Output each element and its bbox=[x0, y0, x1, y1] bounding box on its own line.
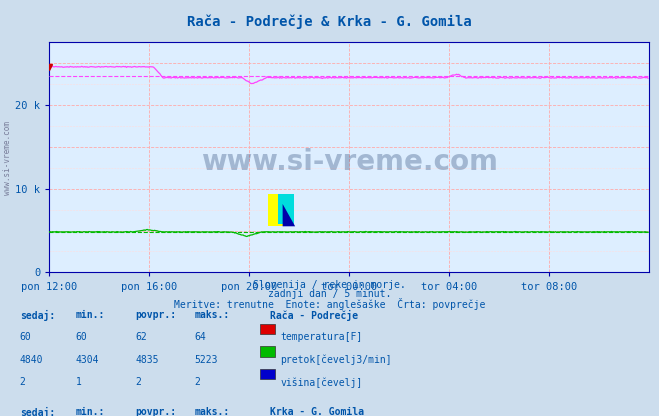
Text: www.si-vreme.com: www.si-vreme.com bbox=[3, 121, 13, 195]
Text: pretok[čevelj3/min]: pretok[čevelj3/min] bbox=[280, 355, 391, 365]
Text: višina[čevelj]: višina[čevelj] bbox=[280, 377, 362, 388]
Text: 4304: 4304 bbox=[76, 355, 100, 365]
Text: Meritve: trenutne  Enote: anglešaške  Črta: povprečje: Meritve: trenutne Enote: anglešaške Črta… bbox=[174, 298, 485, 310]
Text: 4840: 4840 bbox=[20, 355, 43, 365]
Text: min.:: min.: bbox=[76, 407, 105, 416]
Polygon shape bbox=[283, 204, 295, 226]
Text: Krka - G. Gomila: Krka - G. Gomila bbox=[270, 407, 364, 416]
Text: min.:: min.: bbox=[76, 310, 105, 320]
Bar bbox=[268, 194, 283, 226]
Text: sedaj:: sedaj: bbox=[20, 310, 55, 321]
Text: 2: 2 bbox=[194, 377, 200, 387]
Text: 64: 64 bbox=[194, 332, 206, 342]
Text: sedaj:: sedaj: bbox=[20, 407, 55, 416]
Text: www.si-vreme.com: www.si-vreme.com bbox=[201, 148, 498, 176]
Text: temperatura[F]: temperatura[F] bbox=[280, 332, 362, 342]
Text: maks.:: maks.: bbox=[194, 407, 229, 416]
Text: Rača - Podrečje & Krka - G. Gomila: Rača - Podrečje & Krka - G. Gomila bbox=[187, 15, 472, 29]
Text: 4835: 4835 bbox=[135, 355, 159, 365]
Text: 2: 2 bbox=[135, 377, 141, 387]
Text: povpr.:: povpr.: bbox=[135, 407, 176, 416]
Bar bbox=[279, 194, 294, 224]
Text: Rača - Podrečje: Rača - Podrečje bbox=[270, 310, 358, 321]
Text: 5223: 5223 bbox=[194, 355, 218, 365]
Text: povpr.:: povpr.: bbox=[135, 310, 176, 320]
Text: Slovenija / reke in morje.: Slovenija / reke in morje. bbox=[253, 280, 406, 290]
Text: zadnji dan / 5 minut.: zadnji dan / 5 minut. bbox=[268, 289, 391, 299]
Text: 60: 60 bbox=[76, 332, 88, 342]
Text: 1: 1 bbox=[76, 377, 82, 387]
Text: 2: 2 bbox=[20, 377, 26, 387]
Text: 62: 62 bbox=[135, 332, 147, 342]
Text: 60: 60 bbox=[20, 332, 32, 342]
Text: maks.:: maks.: bbox=[194, 310, 229, 320]
